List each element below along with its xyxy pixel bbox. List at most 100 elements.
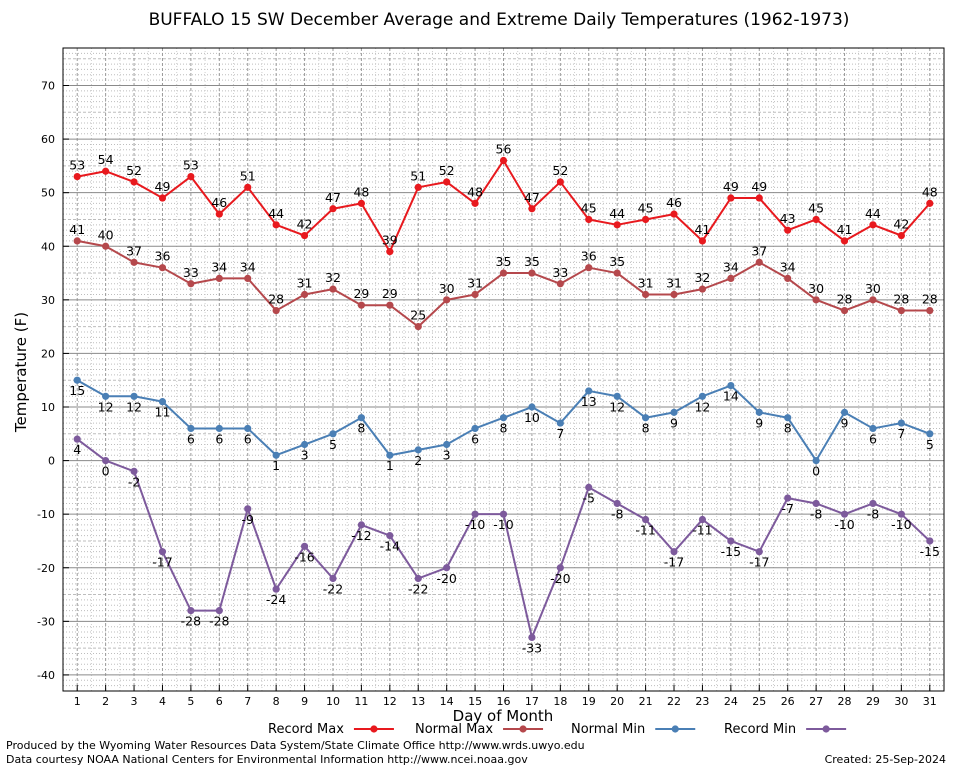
- data-point-record-min: [585, 483, 593, 491]
- data-label-record-max: 51: [240, 168, 256, 183]
- data-point-normal-min: [528, 403, 536, 411]
- data-point-record-max: [471, 199, 479, 207]
- data-label-normal-min: 5: [329, 437, 337, 452]
- data-point-normal-max: [471, 290, 479, 299]
- data-point-normal-min: [471, 424, 479, 433]
- data-label-normal-max: 31: [638, 275, 654, 290]
- data-label-normal-max: 32: [325, 270, 341, 285]
- data-point-normal-max: [272, 306, 280, 315]
- x-tick-label: 2: [102, 695, 109, 708]
- data-point-record-min: [784, 494, 792, 502]
- x-tick-label: 16: [497, 695, 511, 708]
- data-label-normal-min: 13: [581, 394, 597, 409]
- data-label-record-max: 56: [496, 142, 512, 157]
- x-tick-label: 9: [301, 695, 308, 708]
- legend-marker-record-max: [370, 725, 378, 733]
- data-label-record-max: 44: [865, 206, 881, 221]
- legend-label-record-min: Record Min: [724, 722, 796, 737]
- data-label-normal-min: 12: [98, 399, 114, 414]
- data-point-normal-max: [556, 280, 564, 288]
- data-point-record-min: [812, 499, 820, 508]
- data-label-record-max: 53: [69, 158, 85, 173]
- data-label-record-min: -10: [465, 517, 485, 532]
- data-point-normal-max: [158, 264, 167, 272]
- data-label-normal-max: 33: [552, 265, 568, 280]
- data-point-normal-min: [414, 446, 422, 454]
- x-tick-label: 20: [610, 695, 624, 708]
- data-label-normal-max: 35: [524, 254, 540, 269]
- data-label-record-max: 44: [609, 206, 625, 221]
- data-label-record-min: -14: [380, 539, 400, 554]
- x-tick-label: 21: [639, 695, 653, 708]
- data-label-normal-min: 12: [126, 399, 142, 414]
- data-label-normal-min: 6: [869, 431, 877, 446]
- x-tick-label: 27: [809, 695, 823, 708]
- data-point-record-min: [414, 574, 422, 583]
- x-tick-label: 18: [553, 695, 567, 708]
- data-label-record-min: -20: [436, 571, 456, 586]
- data-point-record-min: [187, 607, 195, 615]
- data-point-normal-min: [755, 408, 763, 416]
- data-label-normal-max: 29: [353, 286, 369, 301]
- data-label-normal-min: 5: [926, 437, 934, 452]
- y-tick-label: 20: [41, 347, 55, 360]
- x-tick-label: 14: [440, 695, 454, 708]
- data-label-normal-min: 14: [723, 389, 739, 404]
- data-label-record-min: -8: [810, 506, 823, 521]
- data-label-normal-max: 34: [211, 259, 227, 274]
- y-tick-label: 70: [41, 80, 55, 93]
- data-label-normal-max: 36: [155, 249, 171, 264]
- y-tick-label: -20: [37, 562, 55, 575]
- legend-marker-normal-max: [519, 725, 527, 733]
- data-label-record-min: -2: [128, 474, 140, 489]
- data-label-normal-max: 31: [666, 275, 682, 290]
- data-label-record-min: -28: [209, 614, 229, 629]
- data-label-normal-max: 32: [694, 270, 710, 285]
- footer-data-courtesy: Data courtesy NOAA National Centers for …: [6, 753, 528, 766]
- x-tick-label: 24: [724, 695, 738, 708]
- data-point-record-min: [897, 510, 905, 518]
- data-point-normal-max: [670, 290, 678, 299]
- data-point-record-min: [300, 542, 309, 550]
- data-point-record-max: [698, 237, 707, 245]
- data-point-record-max: [926, 199, 934, 207]
- x-tick-label: 4: [159, 695, 166, 708]
- data-label-normal-min: 9: [841, 415, 849, 430]
- y-tick-label: 50: [41, 187, 55, 200]
- data-point-normal-max: [187, 280, 195, 288]
- data-point-normal-min: [812, 456, 820, 465]
- data-label-record-max: 42: [893, 217, 909, 232]
- data-point-normal-max: [812, 296, 820, 304]
- data-point-record-max: [73, 173, 81, 181]
- series-record-min: 40-2-17-28 -28-9-24-16-22-12-14-22-20-10-…: [73, 435, 940, 655]
- x-tick-label: 30: [894, 695, 908, 708]
- data-point-record-max: [272, 221, 280, 229]
- data-point-normal-max: [329, 285, 337, 293]
- y-axis-label: Temperature (F): [12, 312, 30, 433]
- data-point-record-min: [670, 548, 678, 556]
- data-point-record-max: [840, 237, 849, 245]
- data-point-record-max: [613, 221, 621, 229]
- data-label-normal-min: 6: [215, 431, 223, 446]
- data-label-normal-max: 31: [297, 275, 313, 290]
- data-point-normal-max: [357, 301, 366, 309]
- data-label-record-max: 52: [126, 163, 142, 178]
- data-label-record-max: 47: [524, 190, 540, 205]
- data-label-record-max: 54: [98, 152, 114, 167]
- data-label-normal-min: 8: [642, 421, 650, 436]
- x-tick-label: 12: [383, 695, 397, 708]
- data-label-normal-min: 11: [155, 405, 171, 420]
- data-point-normal-min: [187, 424, 195, 433]
- data-point-normal-min: [386, 451, 394, 459]
- data-label-record-max: 48: [467, 184, 483, 199]
- data-point-record-min: [613, 499, 621, 508]
- data-point-normal-min: [244, 424, 252, 433]
- data-point-normal-max: [755, 258, 763, 266]
- data-point-normal-max: [784, 274, 792, 283]
- data-label-record-max: 44: [268, 206, 284, 221]
- data-label-normal-max: 37: [126, 243, 142, 258]
- y-axis-ticks: -40 -30 -20 -10 0 10 20 30 40 50 60 70: [37, 80, 69, 682]
- data-label-record-max: 48: [353, 184, 369, 199]
- data-label-record-min: -16: [294, 549, 314, 564]
